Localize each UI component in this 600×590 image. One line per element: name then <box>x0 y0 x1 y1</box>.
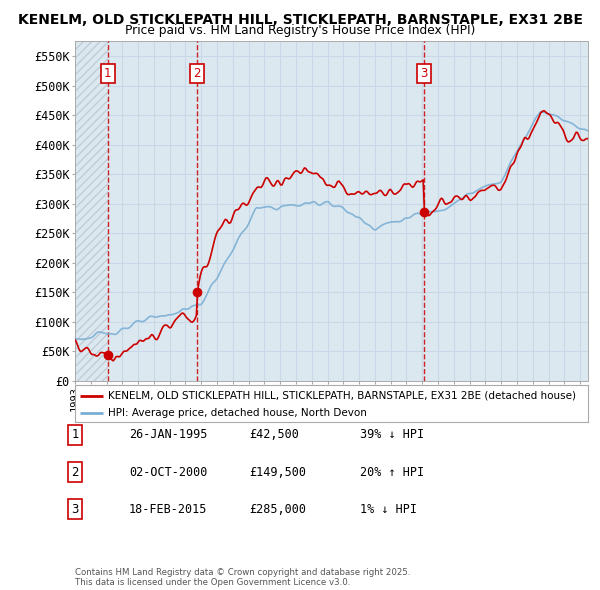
Text: HPI: Average price, detached house, North Devon: HPI: Average price, detached house, Nort… <box>109 408 367 418</box>
Bar <box>75 41 107 381</box>
Text: Price paid vs. HM Land Registry's House Price Index (HPI): Price paid vs. HM Land Registry's House … <box>125 24 475 37</box>
Text: KENELM, OLD STICKLEPATH HILL, STICKLEPATH, BARNSTAPLE, EX31 2BE: KENELM, OLD STICKLEPATH HILL, STICKLEPAT… <box>17 13 583 27</box>
Text: 2: 2 <box>194 67 201 80</box>
Text: 2: 2 <box>71 466 79 478</box>
Text: 1% ↓ HPI: 1% ↓ HPI <box>360 503 417 516</box>
Text: Contains HM Land Registry data © Crown copyright and database right 2025.
This d: Contains HM Land Registry data © Crown c… <box>75 568 410 587</box>
Text: 3: 3 <box>71 503 79 516</box>
Text: £285,000: £285,000 <box>249 503 306 516</box>
Text: 18-FEB-2015: 18-FEB-2015 <box>129 503 208 516</box>
Text: 39% ↓ HPI: 39% ↓ HPI <box>360 428 424 441</box>
Text: £42,500: £42,500 <box>249 428 299 441</box>
Text: £149,500: £149,500 <box>249 466 306 478</box>
Text: 02-OCT-2000: 02-OCT-2000 <box>129 466 208 478</box>
Text: 26-JAN-1995: 26-JAN-1995 <box>129 428 208 441</box>
Text: 1: 1 <box>104 67 112 80</box>
Text: 1: 1 <box>71 428 79 441</box>
Text: KENELM, OLD STICKLEPATH HILL, STICKLEPATH, BARNSTAPLE, EX31 2BE (detached house): KENELM, OLD STICKLEPATH HILL, STICKLEPAT… <box>109 391 577 401</box>
Text: 3: 3 <box>421 67 428 80</box>
Text: 20% ↑ HPI: 20% ↑ HPI <box>360 466 424 478</box>
